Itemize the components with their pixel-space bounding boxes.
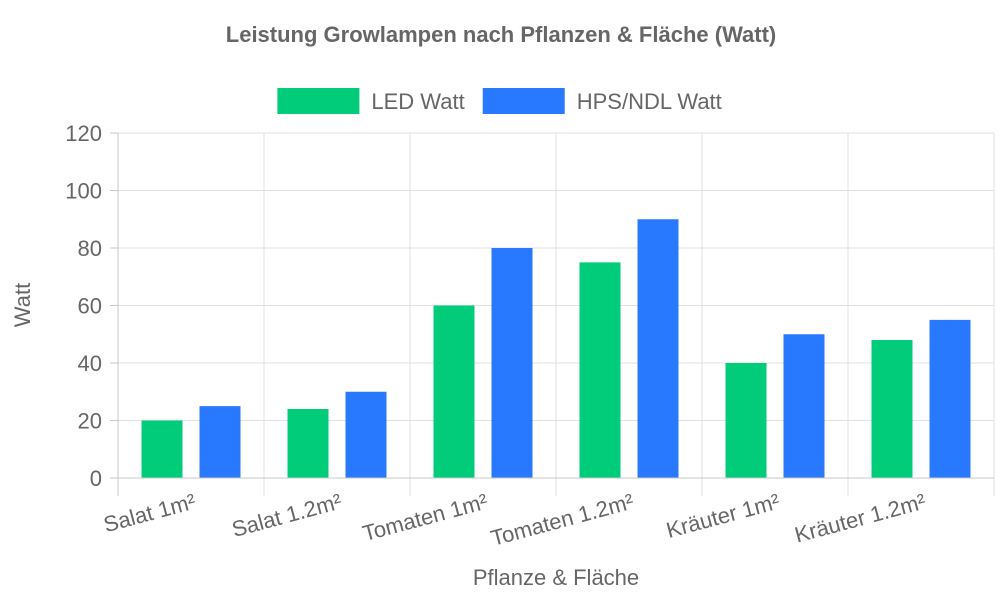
y-tick-label: 0 <box>90 466 102 491</box>
y-axis-title: Watt <box>10 283 35 327</box>
x-tick-label: Tomaten 1m² <box>360 489 490 546</box>
y-tick-label: 20 <box>78 409 102 434</box>
bar-hps-ndl <box>637 219 679 478</box>
bar-led <box>579 262 621 478</box>
legend-label: HPS/NDL Watt <box>577 89 722 114</box>
y-tick-label: 100 <box>65 179 102 204</box>
x-axis-title: Pflanze & Fläche <box>473 565 639 590</box>
bars <box>141 219 971 478</box>
y-axis-ticks: 0 20 40 60 80 100 120 <box>65 121 118 491</box>
y-tick-label: 120 <box>65 121 102 146</box>
x-tick-label: Salat 1.2m² <box>229 489 344 542</box>
legend-swatch <box>277 88 360 114</box>
legend-swatch <box>482 88 565 114</box>
grid <box>118 132 995 496</box>
legend-label: LED Watt <box>371 89 464 114</box>
x-tick-label: Kräuter 1m² <box>664 489 783 543</box>
y-tick-label: 60 <box>78 294 102 319</box>
x-tick-label: Kräuter 1.2m² <box>792 489 928 548</box>
bar-hps-ndl <box>199 406 241 478</box>
y-tick-label: 40 <box>78 351 102 376</box>
bar-led <box>141 420 183 478</box>
legend: LED Watt HPS/NDL Watt <box>277 88 722 114</box>
bar-hps-ndl <box>491 248 533 478</box>
bar-led <box>871 340 913 478</box>
axes <box>110 133 994 496</box>
bar-led <box>433 305 475 478</box>
x-tick-label: Salat 1m² <box>101 489 198 538</box>
x-tick-label: Tomaten 1.2m² <box>488 489 636 551</box>
bar-hps-ndl <box>783 334 825 478</box>
bar-led <box>725 363 767 478</box>
bar-hps-ndl <box>929 319 971 478</box>
bar-led <box>287 409 329 478</box>
chart-title: Leistung Growlampen nach Pflanzen & Fläc… <box>226 22 776 47</box>
y-tick-label: 80 <box>78 236 102 261</box>
bar-hps-ndl <box>345 391 387 478</box>
